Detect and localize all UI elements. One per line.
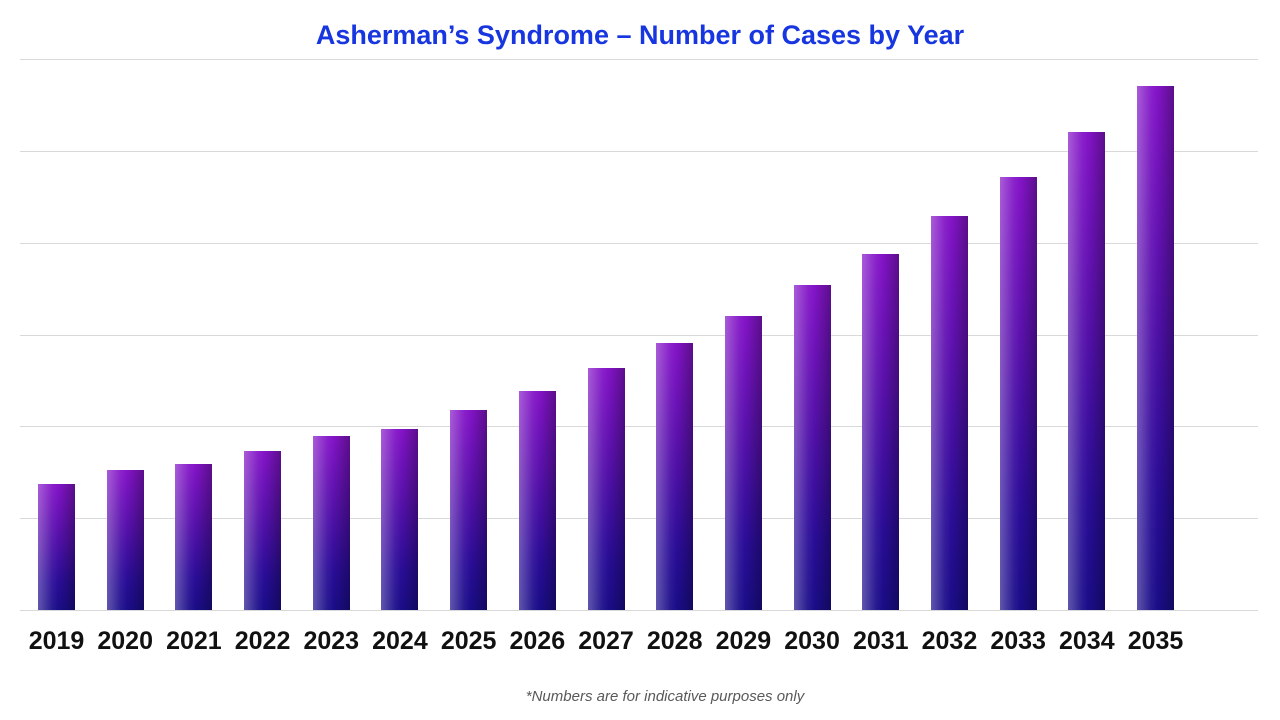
x-axis-label-slot: 2027 bbox=[578, 627, 634, 656]
x-axis-label-slot: 2028 bbox=[647, 627, 703, 656]
gridline bbox=[20, 59, 1258, 60]
x-axis-label-slot: 2023 bbox=[303, 627, 359, 656]
x-axis-label-slot: 2032 bbox=[922, 627, 978, 656]
x-axis-label-slot: 2034 bbox=[1059, 627, 1115, 656]
x-axis-label: 2030 bbox=[784, 627, 840, 655]
bar-2030 bbox=[793, 284, 831, 610]
x-axis-label: 2031 bbox=[852, 627, 909, 655]
footnote: *Numbers are for indicative purposes onl… bbox=[525, 688, 805, 705]
bar-2023 bbox=[312, 435, 350, 610]
x-axis-label-slot: 2035 bbox=[1128, 627, 1184, 656]
x-axis-label: 2024 bbox=[372, 627, 428, 655]
x-axis-label: 2023 bbox=[303, 627, 360, 655]
gridline bbox=[20, 334, 1258, 336]
x-axis-label-slot: 2022 bbox=[235, 627, 291, 656]
bar-2021 bbox=[175, 464, 213, 610]
x-axis-label-slot: 2031 bbox=[853, 627, 909, 656]
gridline bbox=[20, 610, 1258, 611]
x-axis-label: 2029 bbox=[715, 627, 772, 655]
x-axis-label-slot: 2019 bbox=[29, 627, 85, 656]
bar-2031 bbox=[862, 253, 900, 610]
bar-2026 bbox=[518, 390, 556, 610]
x-axis-label-slot: 2024 bbox=[372, 627, 428, 656]
bar-2029 bbox=[724, 316, 762, 610]
chart-title: Asherman’s Syndrome – Number of Cases by… bbox=[315, 20, 965, 50]
bar-2027 bbox=[587, 367, 625, 610]
gridline bbox=[20, 426, 1258, 428]
bar-2025 bbox=[450, 409, 488, 610]
bar-2034 bbox=[1068, 132, 1106, 610]
x-axis-label: 2021 bbox=[166, 627, 222, 655]
x-axis-label: 2026 bbox=[509, 627, 566, 655]
x-axis-label-slot: 2021 bbox=[166, 627, 222, 656]
x-axis-label: 2019 bbox=[28, 627, 85, 655]
bar-2035 bbox=[1137, 85, 1174, 610]
bar-2033 bbox=[999, 177, 1037, 610]
gridline bbox=[20, 518, 1258, 520]
x-axis-label-slot: 2033 bbox=[990, 627, 1046, 656]
x-axis-label: 2025 bbox=[440, 627, 497, 655]
x-axis-label: 2032 bbox=[921, 627, 978, 655]
x-axis-label-slot: 2025 bbox=[441, 627, 497, 656]
x-axis-label: 2033 bbox=[990, 627, 1046, 655]
x-axis-label: 2020 bbox=[97, 627, 153, 655]
gridline bbox=[20, 150, 1258, 152]
x-axis-label-slot: 2030 bbox=[784, 627, 840, 656]
plot-area bbox=[20, 59, 1258, 611]
x-axis-label-slot: 2026 bbox=[510, 627, 566, 656]
bar-2024 bbox=[381, 429, 419, 610]
gridline bbox=[20, 242, 1258, 244]
bar-2020 bbox=[106, 470, 144, 610]
x-axis-label: 2028 bbox=[646, 627, 703, 655]
x-axis-label: 2034 bbox=[1059, 627, 1115, 655]
x-axis-label-slot: 2020 bbox=[97, 627, 153, 656]
bar-2019 bbox=[38, 484, 75, 610]
x-axis-labels: 2019 2020 2021 2022 2023 2024 2025 2026 2027 2028… bbox=[29, 627, 1184, 656]
bars bbox=[38, 59, 1174, 610]
x-axis-label-slot: 2029 bbox=[716, 627, 772, 656]
x-axis-label: 2035 bbox=[1127, 627, 1184, 655]
bar-2022 bbox=[244, 451, 282, 610]
bar-2028 bbox=[656, 342, 694, 610]
x-axis-label: 2027 bbox=[578, 627, 634, 655]
x-axis-label: 2022 bbox=[234, 627, 291, 655]
bar-2032 bbox=[930, 216, 968, 610]
